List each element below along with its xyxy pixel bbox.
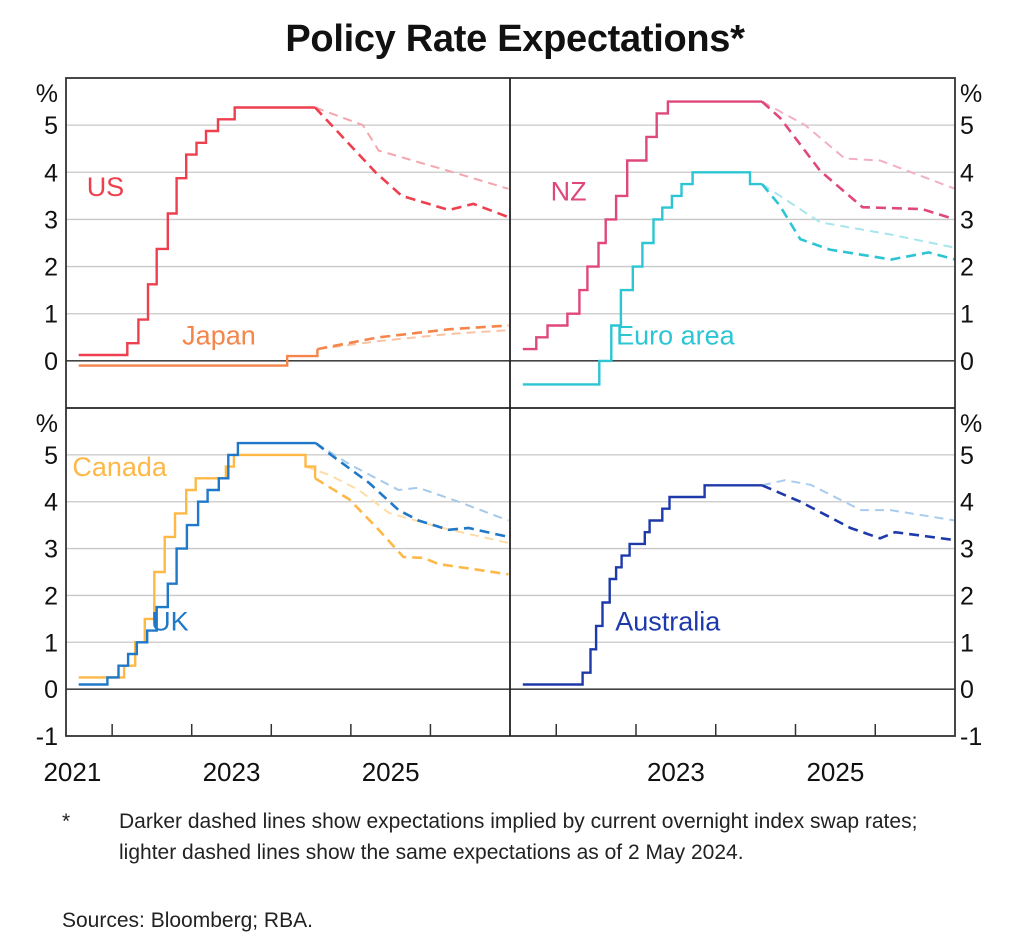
australia-expectation-2may2024-line <box>761 479 956 522</box>
footnote-marker: * <box>62 810 71 833</box>
y-tick-label-right: 2 <box>960 582 974 610</box>
y-tick-label-right: 4 <box>960 159 974 187</box>
y-tick-label-right: 4 <box>960 489 974 517</box>
y-tick-label-left: 3 <box>44 206 58 234</box>
y-tick-label-right: 5 <box>960 112 974 140</box>
australia-actual-line <box>522 484 762 686</box>
series-label-canada: Canada <box>72 452 168 482</box>
x-tick-label: 2023 <box>647 757 705 787</box>
y-unit-label-right: % <box>960 410 982 438</box>
x-tick-label: 2021 <box>43 757 101 787</box>
y-tick-label-left: 0 <box>44 348 58 376</box>
series-label-euro-area: Euro area <box>616 320 736 350</box>
x-tick-label: 2025 <box>362 757 420 787</box>
canada-expectation-current-line <box>314 477 509 576</box>
y-tick-label-left: -1 <box>36 723 58 751</box>
canada-actual-line <box>78 453 317 679</box>
y-tick-label-right: 0 <box>960 676 974 704</box>
y-tick-label-right: 0 <box>960 348 974 376</box>
sources-note: Sources: Bloomberg; RBA. <box>62 909 313 932</box>
uk-expectation-current-line <box>315 442 509 539</box>
y-tick-label-right: 1 <box>960 301 974 329</box>
uk-expectation-2may2024-line <box>315 442 509 522</box>
y-tick-label-left: 1 <box>44 629 58 657</box>
series-label-japan: Japan <box>182 320 256 350</box>
nz-expectation-current-line <box>761 100 956 221</box>
y-tick-label-right: 5 <box>960 442 974 470</box>
y-tick-label-right: 2 <box>960 254 974 282</box>
y-unit-label-left: % <box>36 410 58 438</box>
japan-actual-line <box>78 349 319 367</box>
y-tick-label-left: 3 <box>44 536 58 564</box>
series-label-us: US <box>87 172 125 202</box>
chart-title: Policy Rate Expectations* <box>285 18 745 60</box>
euro-area-expectation-2may2024-line <box>761 183 956 249</box>
japan-expectation-2may2024-line <box>317 329 509 351</box>
y-unit-label-left: % <box>36 80 58 108</box>
us-actual-line <box>78 106 316 357</box>
canada-expectation-2may2024-line <box>305 465 509 544</box>
japan-expectation-current-line <box>317 324 509 351</box>
y-tick-label-right: 3 <box>960 206 974 234</box>
us-expectation-current-line <box>314 106 509 219</box>
y-tick-label-left: 0 <box>44 676 58 704</box>
footnote-text: Darker dashed lines show expectations im… <box>119 810 918 864</box>
y-tick-label-right: 3 <box>960 536 974 564</box>
y-tick-label-left: 2 <box>44 582 58 610</box>
x-tick-label: 2025 <box>806 757 864 787</box>
uk-actual-line <box>78 441 316 686</box>
euro-area-expectation-current-line <box>760 183 956 261</box>
y-tick-label-left: 5 <box>44 442 58 470</box>
series-label-australia: Australia <box>615 607 721 637</box>
nz-actual-line <box>522 100 762 351</box>
y-tick-label-left: 2 <box>44 254 58 282</box>
euro-area-actual-line <box>522 171 762 386</box>
series-label-nz: NZ <box>551 177 587 207</box>
y-tick-label-right: -1 <box>960 723 982 751</box>
y-tick-label-right: 1 <box>960 629 974 657</box>
australia-expectation-current-line <box>761 484 956 542</box>
nz-expectation-2may2024-line <box>761 100 956 190</box>
y-tick-label-left: 1 <box>44 301 58 329</box>
y-tick-label-left: 4 <box>44 489 58 517</box>
us-expectation-2may2024-line <box>314 106 509 190</box>
y-tick-label-left: 5 <box>44 112 58 140</box>
y-tick-label-left: 4 <box>44 159 58 187</box>
x-tick-label: 2023 <box>203 757 261 787</box>
series-label-uk: UK <box>151 607 189 637</box>
y-unit-label-right: % <box>960 80 982 108</box>
